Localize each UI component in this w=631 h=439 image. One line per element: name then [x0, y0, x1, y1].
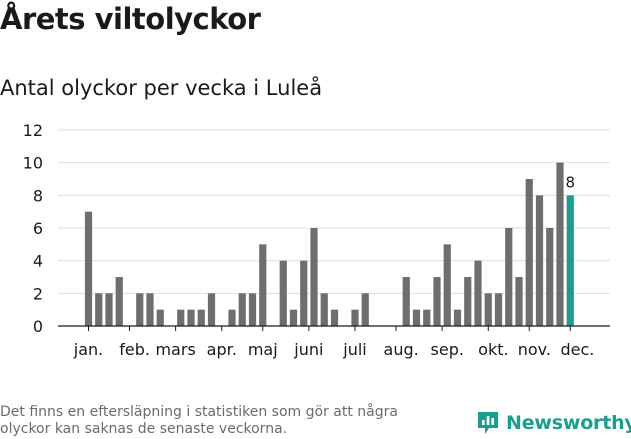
x-axis	[58, 325, 610, 331]
annotations: 8	[565, 173, 575, 191]
bar	[320, 293, 328, 326]
bar	[505, 228, 513, 326]
bar	[310, 228, 318, 326]
bar	[197, 309, 205, 326]
x-tick-label: apr.	[207, 340, 237, 359]
bar	[177, 309, 185, 326]
bar	[464, 277, 472, 326]
bar	[228, 309, 236, 326]
bar	[156, 309, 164, 326]
bar	[248, 293, 257, 326]
bar	[566, 195, 574, 326]
bar	[146, 293, 154, 326]
highlight-value-label: 8	[565, 173, 575, 191]
bar	[546, 228, 554, 326]
y-tick-label: 2	[33, 284, 43, 303]
x-tick-label: feb.	[119, 340, 150, 359]
brand-name: Newsworthy	[506, 412, 631, 434]
x-tick-label: nov.	[518, 340, 551, 359]
y-axis-labels: 0 2 4 6 8 10 12	[23, 121, 43, 336]
bar	[351, 309, 359, 326]
bar	[187, 309, 195, 326]
bar	[279, 260, 287, 326]
x-tick-label: dec.	[560, 340, 594, 359]
brand: Newsworthy	[476, 408, 631, 438]
y-tick-label: 8	[33, 186, 43, 205]
bar	[535, 195, 544, 326]
bar	[361, 293, 369, 326]
bar	[423, 309, 431, 326]
x-tick-label: okt.	[478, 340, 508, 359]
bar-chart: 0 2 4 6 8 10 12 jan. feb. mars apr. maj juni juli aug…	[23, 121, 610, 359]
x-axis-labels: jan. feb. mars apr. maj juni juli aug. sep. okt. n…	[73, 340, 595, 359]
bar	[525, 179, 533, 326]
bars	[84, 162, 574, 326]
bar	[207, 293, 216, 326]
bar	[433, 277, 441, 326]
chart-title: Årets viltolyckor	[0, 2, 261, 36]
bar	[453, 309, 462, 326]
bar	[238, 293, 246, 326]
bar	[115, 277, 123, 326]
y-tick-label: 0	[33, 317, 43, 336]
bar	[300, 260, 308, 326]
bar	[95, 293, 103, 326]
bar	[494, 293, 503, 326]
y-tick-label: 12	[23, 121, 43, 140]
bar	[136, 293, 144, 326]
bar	[330, 309, 339, 326]
x-tick-label: aug.	[384, 340, 419, 359]
bar	[259, 244, 267, 326]
x-tick-label: sep.	[431, 340, 464, 359]
chart-subtitle: Antal olyckor per vecka i Luleå	[0, 76, 323, 100]
bar	[412, 309, 421, 326]
bar	[474, 260, 482, 326]
y-tick-label: 4	[33, 252, 43, 271]
bar	[84, 211, 93, 326]
bar	[402, 277, 410, 326]
bar	[484, 293, 492, 326]
footnote: Det finns en eftersläpning i statistiken…	[0, 404, 398, 437]
x-tick-label: jan.	[73, 340, 103, 359]
y-tick-label: 6	[33, 219, 43, 238]
bar	[556, 162, 564, 326]
bar	[515, 277, 523, 326]
x-tick-label: maj	[248, 340, 278, 359]
bar	[105, 293, 113, 326]
bar	[289, 309, 298, 326]
y-tick-label: 10	[23, 154, 43, 173]
newsworthy-logo-icon	[478, 412, 498, 434]
bar	[443, 244, 451, 326]
x-tick-label: juni	[293, 340, 323, 359]
x-tick-label: juli	[342, 340, 366, 359]
x-tick-label: mars	[155, 340, 195, 359]
